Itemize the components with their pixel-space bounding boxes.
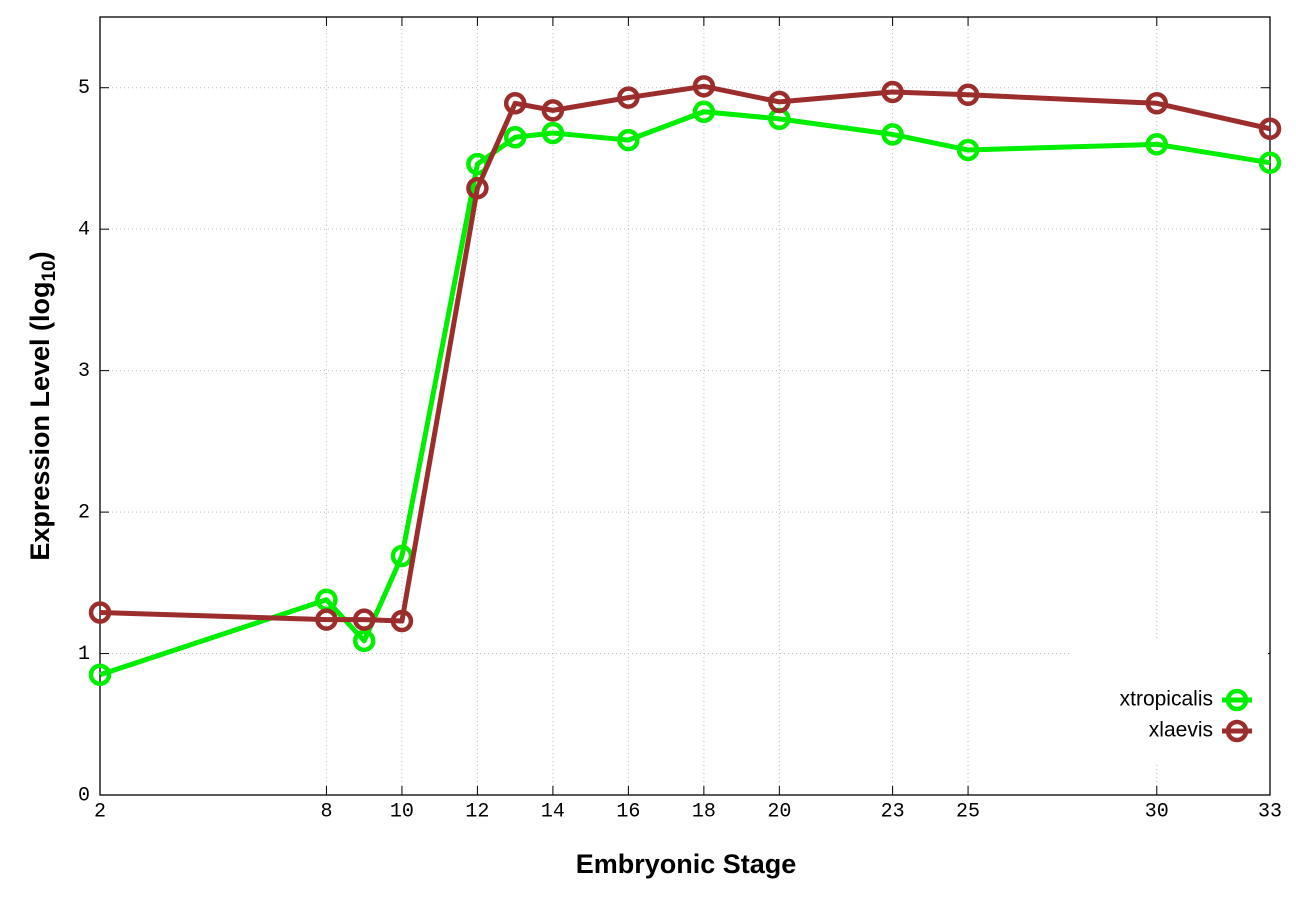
y-axis-title: Expression Level (log10) (25, 251, 60, 560)
point (503, 125, 527, 149)
x-tick-label: 30 (1145, 800, 1169, 823)
x-tick-label: 25 (956, 800, 980, 823)
x-tick-label: 20 (767, 800, 791, 823)
point (352, 629, 376, 653)
point (541, 99, 565, 122)
x-tick-label: 18 (692, 800, 716, 823)
point (617, 128, 640, 152)
point (1258, 117, 1282, 140)
legend-marker (1225, 719, 1249, 743)
y-tick-label: 0 (78, 784, 90, 807)
x-tick-label: 14 (541, 800, 565, 823)
point (88, 663, 112, 687)
y-tick-label: 5 (78, 77, 90, 100)
point (692, 75, 716, 98)
point (88, 601, 112, 624)
point (1145, 92, 1169, 115)
x-tick-label: 12 (465, 800, 489, 823)
plot-frame (99, 16, 1271, 796)
point (692, 100, 716, 124)
x-tick-label: 33 (1258, 800, 1282, 823)
point (1258, 151, 1282, 174)
point (466, 176, 489, 200)
x-tick-label: 23 (881, 800, 905, 823)
point (315, 608, 338, 631)
x-tick-label: 8 (320, 800, 332, 823)
x-tick-label: 10 (390, 800, 414, 823)
y-tick-label: 4 (78, 218, 90, 241)
point (390, 609, 414, 633)
point (617, 86, 640, 109)
point (881, 123, 904, 146)
y-tick-label: 2 (78, 501, 90, 524)
point (1145, 133, 1169, 156)
x-axis-title: Embryonic Stage (576, 849, 797, 879)
y-tick-label: 3 (78, 360, 90, 383)
legend-label: xtropicalis (1120, 688, 1213, 711)
series-line (99, 83, 1271, 624)
point (503, 92, 527, 115)
y-tick-label: 1 (78, 643, 90, 666)
point (352, 608, 376, 631)
point (881, 80, 904, 104)
point (541, 121, 565, 145)
legend-marker (1225, 688, 1249, 712)
y-axis-title-sub: 10 (39, 260, 60, 281)
y-axis-title-end: ) (25, 251, 55, 260)
point (768, 90, 791, 114)
y-axis-title-main: Expression Level (log (25, 282, 55, 561)
x-tick-label: 16 (616, 800, 640, 823)
point (956, 83, 980, 107)
point (956, 138, 980, 162)
legend-label: xlaevis (1149, 719, 1213, 742)
x-tick-label: 2 (94, 800, 106, 823)
